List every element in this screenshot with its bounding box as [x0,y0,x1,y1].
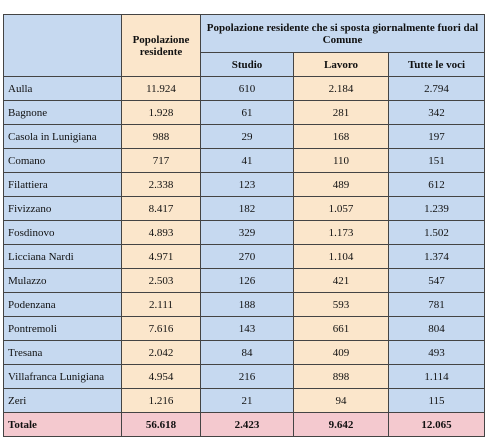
table-row: Podenzana 2.111 188 593 781 [3,292,485,317]
table-row: Zeri 1.216 21 94 115 [3,388,485,413]
row-label: Podenzana [3,292,122,317]
data-cell: 7.616 [121,316,201,341]
data-cell: 593 [293,292,389,317]
row-label: Mulazzo [3,268,122,293]
data-cell: 188 [200,292,294,317]
data-cell: 1.216 [121,388,201,413]
data-table: Popolazione residente Popolazione reside… [3,14,485,437]
table-row: Totale 56.618 2.423 9.642 12.065 [3,412,485,437]
data-cell: 2.042 [121,340,201,365]
data-cell: 804 [388,316,485,341]
data-cell: 547 [388,268,485,293]
table-row: Comano 717 41 110 151 [3,148,485,173]
data-cell: 21 [200,388,294,413]
data-cell: 9.642 [293,412,389,437]
data-cell: 182 [200,196,294,221]
row-label: Comano [3,148,122,173]
data-cell: 8.417 [121,196,201,221]
row-label: Filattiera [3,172,122,197]
row-label: Casola in Lunigiana [3,124,122,149]
data-cell: 110 [293,148,389,173]
data-cell: 493 [388,340,485,365]
data-cell: 342 [388,100,485,125]
row-label: Totale [3,412,122,437]
row-label: Villafranca Lunigiana [3,364,122,389]
table-row: Bagnone 1.928 61 281 342 [3,100,485,125]
data-cell: 29 [200,124,294,149]
table-row: Pontremoli 7.616 143 661 804 [3,316,485,341]
table-row: Casola in Lunigiana 988 29 168 197 [3,124,485,149]
data-cell: 1.057 [293,196,389,221]
data-cell: 2.184 [293,76,389,101]
data-cell: 489 [293,172,389,197]
header-cell: Popolazione residente che si sposta gior… [200,14,485,53]
data-cell: 1.502 [388,220,485,245]
data-cell: 4.954 [121,364,201,389]
data-cell: 126 [200,268,294,293]
row-label: Licciana Nardi [3,244,122,269]
data-cell: 1.104 [293,244,389,269]
data-cell: 329 [200,220,294,245]
table-row: Fivizzano 8.417 182 1.057 1.239 [3,196,485,221]
table-row: Mulazzo 2.503 126 421 547 [3,268,485,293]
data-cell: 2.794 [388,76,485,101]
table-row: Tresana 2.042 84 409 493 [3,340,485,365]
corner-cell [3,14,122,77]
data-cell: 143 [200,316,294,341]
table-row: Filattiera 2.338 123 489 612 [3,172,485,197]
table-row: Aulla 11.924 610 2.184 2.794 [3,76,485,101]
data-cell: 717 [121,148,201,173]
row-label: Pontremoli [3,316,122,341]
data-cell: 41 [200,148,294,173]
data-cell: 1.239 [388,196,485,221]
table-body: Aulla 11.924 610 2.184 2.794 Bagnone 1.928 61 28… [3,76,485,437]
data-cell: 2.423 [200,412,294,437]
data-cell: 409 [293,340,389,365]
data-cell: 4.893 [121,220,201,245]
data-cell: 84 [200,340,294,365]
data-cell: 281 [293,100,389,125]
subheader-cell: Studio [200,52,294,77]
row-label: Zeri [3,388,122,413]
row-label: Fivizzano [3,196,122,221]
data-cell: 2.503 [121,268,201,293]
data-cell: 4.971 [121,244,201,269]
data-cell: 197 [388,124,485,149]
data-cell: 1.173 [293,220,389,245]
data-cell: 115 [388,388,485,413]
data-cell: 781 [388,292,485,317]
data-cell: 2.111 [121,292,201,317]
row-label: Aulla [3,76,122,101]
data-cell: 12.065 [388,412,485,437]
data-cell: 61 [200,100,294,125]
header-cell: Popolazione residente [121,14,201,77]
data-cell: 216 [200,364,294,389]
subheader-cell: Lavoro [293,52,389,77]
data-cell: 270 [200,244,294,269]
data-cell: 610 [200,76,294,101]
data-cell: 1.114 [388,364,485,389]
data-cell: 94 [293,388,389,413]
data-cell: 988 [121,124,201,149]
table-row: Licciana Nardi 4.971 270 1.104 1.374 [3,244,485,269]
table-row: Fosdinovo 4.893 329 1.173 1.502 [3,220,485,245]
data-cell: 2.338 [121,172,201,197]
subheader-cell: Tutte le voci [388,52,485,77]
data-cell: 151 [388,148,485,173]
data-cell: 898 [293,364,389,389]
data-cell: 1.928 [121,100,201,125]
data-cell: 1.374 [388,244,485,269]
data-cell: 123 [200,172,294,197]
row-label: Fosdinovo [3,220,122,245]
data-cell: 168 [293,124,389,149]
data-cell: 661 [293,316,389,341]
data-cell: 11.924 [121,76,201,101]
table-row: Villafranca Lunigiana 4.954 216 898 1.114 [3,364,485,389]
row-label: Tresana [3,340,122,365]
data-cell: 56.618 [121,412,201,437]
row-label: Bagnone [3,100,122,125]
data-cell: 612 [388,172,485,197]
data-cell: 421 [293,268,389,293]
